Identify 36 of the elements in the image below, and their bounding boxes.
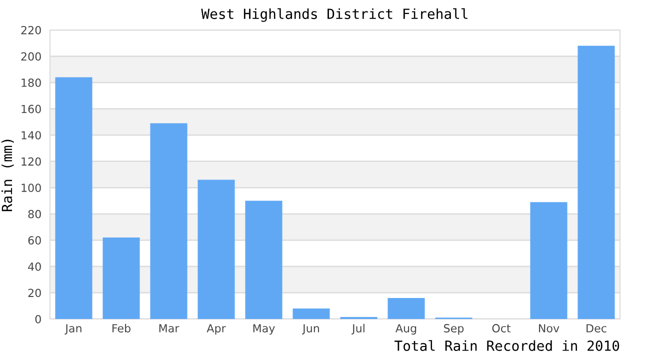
x-tick-label: Apr [206, 324, 226, 335]
bar [388, 298, 425, 319]
y-tick-label: 180 [22, 78, 41, 87]
x-tick-label: Sep [444, 324, 464, 335]
y-tick-label: 60 [28, 236, 41, 245]
chart-title: West Highlands District Firehall [201, 8, 468, 22]
bar [55, 77, 92, 319]
y-tick-label: 100 [22, 184, 41, 192]
x-tick-label: Mar [159, 324, 180, 332]
x-tick-label: Jan [64, 324, 82, 335]
x-tick-label: Aug [395, 324, 416, 335]
bar [530, 202, 568, 319]
x-tick-label: Oct [492, 324, 511, 332]
bar [102, 238, 140, 319]
y-tick-label: 160 [22, 104, 41, 114]
x-tick-label: Jul [351, 324, 364, 335]
x-axis-title: Total Rain Recorded in 2010 [394, 340, 620, 351]
y-tick-label: 0 [35, 314, 41, 324]
y-axis-title: Rain (mm) [1, 140, 14, 212]
x-tick-label: Feb [112, 324, 130, 332]
bar [578, 46, 615, 319]
y-tick-label: 220 [21, 26, 41, 34]
x-tick-label: Dec [586, 324, 606, 332]
bar [198, 180, 235, 319]
x-tick-label: Nov [538, 324, 560, 332]
bar [292, 308, 330, 319]
y-tick-label: 200 [21, 52, 41, 61]
x-tick-label: May [253, 324, 275, 335]
bar [245, 200, 282, 319]
y-tick-label: 80 [28, 210, 41, 218]
y-tick-label: 40 [28, 262, 41, 271]
bar [150, 123, 188, 319]
x-tick-label: Jun [302, 324, 319, 335]
y-tick-label: 140 [22, 131, 41, 140]
y-tick-label: 120 [22, 157, 41, 166]
y-tick-label: 20 [28, 288, 41, 298]
